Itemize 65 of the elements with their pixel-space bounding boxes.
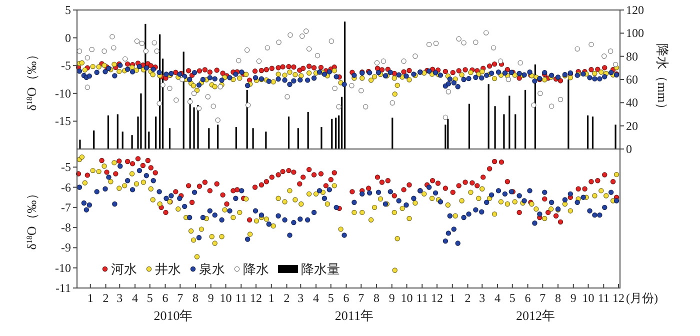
x-tick-label: 7 [358, 291, 364, 305]
text: 2012年 [516, 308, 555, 323]
x-tick-label: 11 [416, 291, 428, 305]
x-tick-label: 1 [87, 291, 94, 305]
x-tick-label: 11 [235, 291, 247, 305]
x-tick-label: 7 [540, 291, 546, 305]
x-tick-label: 8 [374, 291, 380, 305]
x-tick-label: 3 [479, 291, 486, 305]
x-tick-label: 11 [598, 291, 610, 305]
x-tick-label: 5 [146, 291, 153, 305]
x-tick-label: 6 [524, 291, 531, 305]
x-tick-label: 5 [509, 291, 516, 305]
y-tick-label: 5 [65, 3, 71, 17]
x-tick-label: 4 [494, 291, 501, 305]
x-tick-label: 3 [298, 291, 304, 305]
y2-tick-label: 120 [626, 3, 644, 17]
legend-label: 井水 [155, 262, 181, 276]
y-tick-label: -5 [61, 160, 71, 174]
y2-tick-label: 80 [626, 49, 638, 64]
x-tick-label: 1 [268, 291, 274, 305]
x-tick-label: 9 [388, 291, 395, 305]
y-tick-label: -11 [55, 281, 71, 295]
x-tick-label: 6 [343, 291, 350, 305]
y2-axis-title: 降水（mm） [655, 43, 670, 116]
y-tick-label: -10 [55, 86, 71, 100]
legend-label: 降水 [243, 262, 269, 276]
y2-tick-label: 0 [626, 142, 632, 156]
y2-tick-label: 20 [626, 118, 638, 133]
x-tick-label: 10 [582, 291, 594, 305]
y-tick-label: -9 [61, 240, 71, 255]
x-tick-label: 1 [449, 291, 456, 305]
x-tick-label: 3 [116, 291, 123, 305]
x-tick-label: 12 [250, 291, 262, 305]
y2-tick-label: 100 [626, 26, 644, 40]
text: 2010年 [154, 308, 193, 323]
x-tick-label: 12 [612, 291, 625, 305]
x-tick-label: 6 [162, 291, 168, 305]
x-tick-label: 4 [132, 291, 138, 305]
y-tick-label: -15 [55, 114, 71, 128]
x-tick-label: 9 [570, 291, 576, 305]
x-tick-label: 4 [313, 291, 320, 305]
legend-label: 河水 [111, 262, 137, 276]
x-tick-label: 2 [102, 291, 109, 305]
y2-tick-label: 40 [626, 96, 638, 110]
x-tick-label: 2 [284, 291, 290, 305]
y-tick-label: -10 [55, 260, 71, 275]
y-tick-label: -5 [61, 58, 71, 73]
x-tick-label: 12 [431, 291, 444, 305]
x-tick-label: 10 [400, 291, 413, 305]
x-tick-label: 8 [555, 291, 562, 305]
x-axis-title: (月份) [626, 291, 658, 305]
y-tick-label: 0 [65, 30, 71, 45]
legend-label: 降水量 [301, 262, 340, 276]
x-tick-label: 2 [464, 291, 471, 305]
y-tick-label: -7 [61, 200, 71, 214]
y-tick-label: -6 [61, 180, 71, 194]
x-tick-label: 10 [220, 291, 232, 305]
x-tick-label: 9 [208, 291, 214, 305]
y2-tick-label: 60 [626, 72, 638, 86]
text: 2011年 [334, 308, 374, 323]
x-tick-label: 7 [177, 291, 184, 305]
y-tick-label: -8 [61, 220, 71, 235]
x-tick-label: 8 [192, 291, 199, 305]
x-tick-label: 5 [328, 291, 334, 305]
legend-label: 泉水 [199, 262, 225, 276]
